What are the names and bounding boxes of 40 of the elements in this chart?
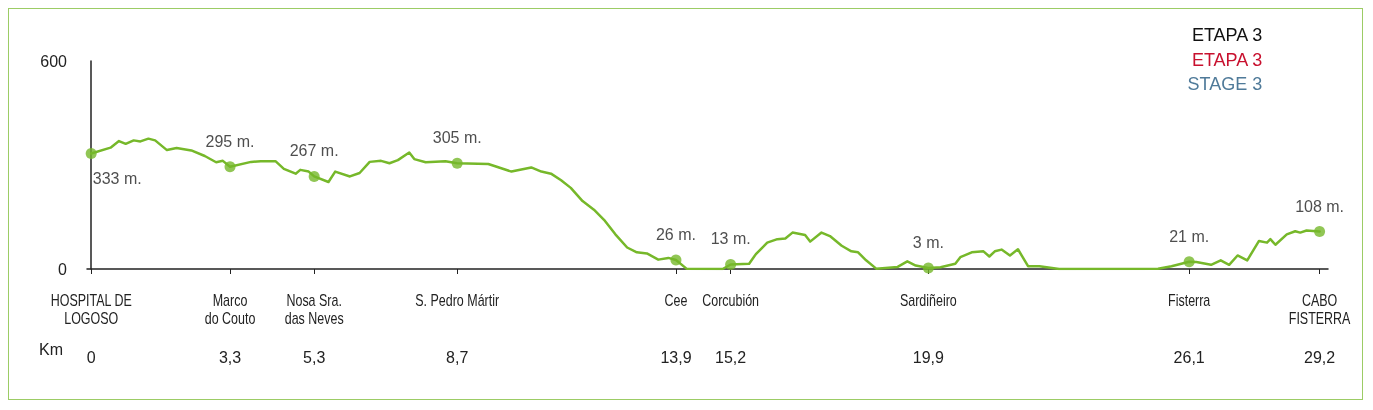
point [308,170,320,182]
x-tick-label: 19,9 [912,348,945,366]
annotation: Sardiñeiro [899,291,957,309]
data-label: 267 m. [289,142,339,160]
point [922,262,934,274]
data-label: 333 m. [92,169,142,187]
point [1183,256,1195,268]
data-label: 305 m. [432,129,482,147]
point [670,254,682,266]
data-label: 26 m. [655,225,696,243]
chart-subtitle: ETAPA 3 STAGE 3 [1187,50,1263,94]
chart-title: ETAPA 3 [1191,25,1263,45]
annotation: HOSPITAL DE LOGOSO [50,291,132,327]
point [725,259,737,270]
x-tick-label: 0 [86,348,96,366]
annotation: Corcubión [702,291,760,309]
annotation: CABO FISTERRA [1288,291,1351,327]
x-tick-label: 29,2 [1304,348,1336,366]
y-tick-label: 600 [40,52,68,70]
data-label: 3 m. [912,233,944,251]
x-tick-label: 3,3 [218,348,242,366]
point [1314,226,1326,238]
x-axis-title: Km [39,340,63,358]
annotation: Nosa Sra. das Neves [284,291,344,327]
data-label: 13 m. [710,230,751,248]
x-tick-label: 8,7 [446,348,469,366]
data-label: 295 m. [205,132,255,150]
annotation: Fisterra [1168,291,1211,309]
point [85,148,97,160]
x-tick-label: 5,3 [303,348,326,366]
point [451,157,463,169]
annotation: Cee [664,291,688,309]
data-label: 108 m. [1295,197,1345,215]
x-tick-label: 15,2 [715,348,747,366]
x-tick-label: 26,1 [1173,348,1205,366]
point [224,161,236,173]
annotation: S. Pedro Mártir [415,291,500,309]
x-tick-label: 13,9 [660,348,692,366]
annotation: Marco do Couto [204,291,256,327]
data-label: 21 m. [1169,227,1210,245]
